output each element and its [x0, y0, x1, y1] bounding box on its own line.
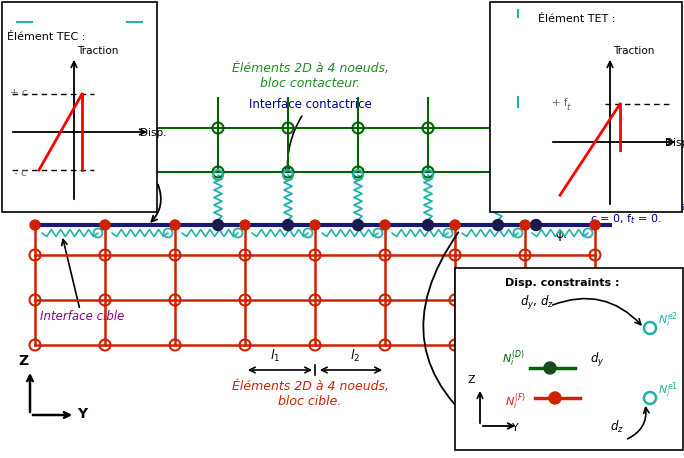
Circle shape [590, 220, 600, 230]
Text: Z: Z [18, 354, 28, 368]
Circle shape [100, 220, 110, 230]
Circle shape [520, 220, 530, 230]
Text: c = 0, f$_t$ = 0.: c = 0, f$_t$ = 0. [590, 212, 662, 226]
Text: Traction: Traction [613, 46, 655, 56]
Text: $d_y$, $d_z$: $d_y$, $d_z$ [520, 294, 554, 312]
Bar [490, 2, 682, 212]
Text: Z: Z [468, 375, 475, 385]
Circle shape [531, 219, 542, 230]
Text: φ.: φ. [555, 228, 567, 241]
Text: Élément TET :: Élément TET : [538, 14, 616, 24]
Circle shape [352, 219, 363, 230]
Text: Éléments 2D à 4 noeuds,: Éléments 2D à 4 noeuds, [231, 380, 389, 393]
Text: Élément TEC :: Élément TEC : [7, 32, 86, 42]
Text: $d_z$: $d_z$ [610, 419, 624, 435]
Text: + c: + c [10, 88, 27, 98]
Text: $N_i^{(D)}$: $N_i^{(D)}$ [502, 349, 525, 370]
Text: $l_1$: $l_1$ [270, 348, 280, 364]
Circle shape [544, 362, 556, 374]
Text: $l_2$: $l_2$ [350, 348, 360, 364]
Text: Disp.: Disp. [140, 128, 166, 138]
Circle shape [492, 219, 503, 230]
Text: bloc cible.: bloc cible. [278, 395, 342, 408]
Text: t: t [566, 103, 570, 112]
Circle shape [30, 220, 40, 230]
Circle shape [450, 220, 460, 230]
Circle shape [240, 220, 250, 230]
Bar [455, 268, 683, 450]
Circle shape [423, 219, 434, 230]
Text: Interface cible: Interface cible [40, 310, 124, 323]
Text: Disp.: Disp. [665, 138, 684, 148]
Text: Disp. constraints :: Disp. constraints : [505, 278, 620, 288]
Text: bloc contacteur.: bloc contacteur. [260, 77, 360, 90]
Circle shape [282, 219, 293, 230]
Text: Élément de contact,: Élément de contact, [590, 201, 684, 212]
Text: Traction: Traction [77, 46, 118, 56]
Circle shape [310, 220, 320, 230]
Circle shape [549, 392, 561, 404]
Text: $d_y$: $d_y$ [590, 351, 605, 369]
Circle shape [380, 220, 390, 230]
Text: $N_i^{e1}$: $N_i^{e1}$ [658, 381, 678, 400]
Text: + f: + f [552, 98, 568, 108]
Text: Éléments 2D à 4 noeuds,: Éléments 2D à 4 noeuds, [231, 62, 389, 75]
Text: $N_i^{e2}$: $N_i^{e2}$ [658, 311, 678, 330]
Text: - c: - c [14, 168, 27, 178]
Circle shape [213, 219, 224, 230]
Text: Y: Y [77, 407, 87, 421]
Circle shape [170, 220, 180, 230]
Text: $N_i^{(F)}$: $N_i^{(F)}$ [505, 392, 526, 412]
Text: Interface contactrice: Interface contactrice [248, 98, 371, 172]
Bar [2, 2, 157, 212]
Text: Y: Y [512, 423, 518, 433]
